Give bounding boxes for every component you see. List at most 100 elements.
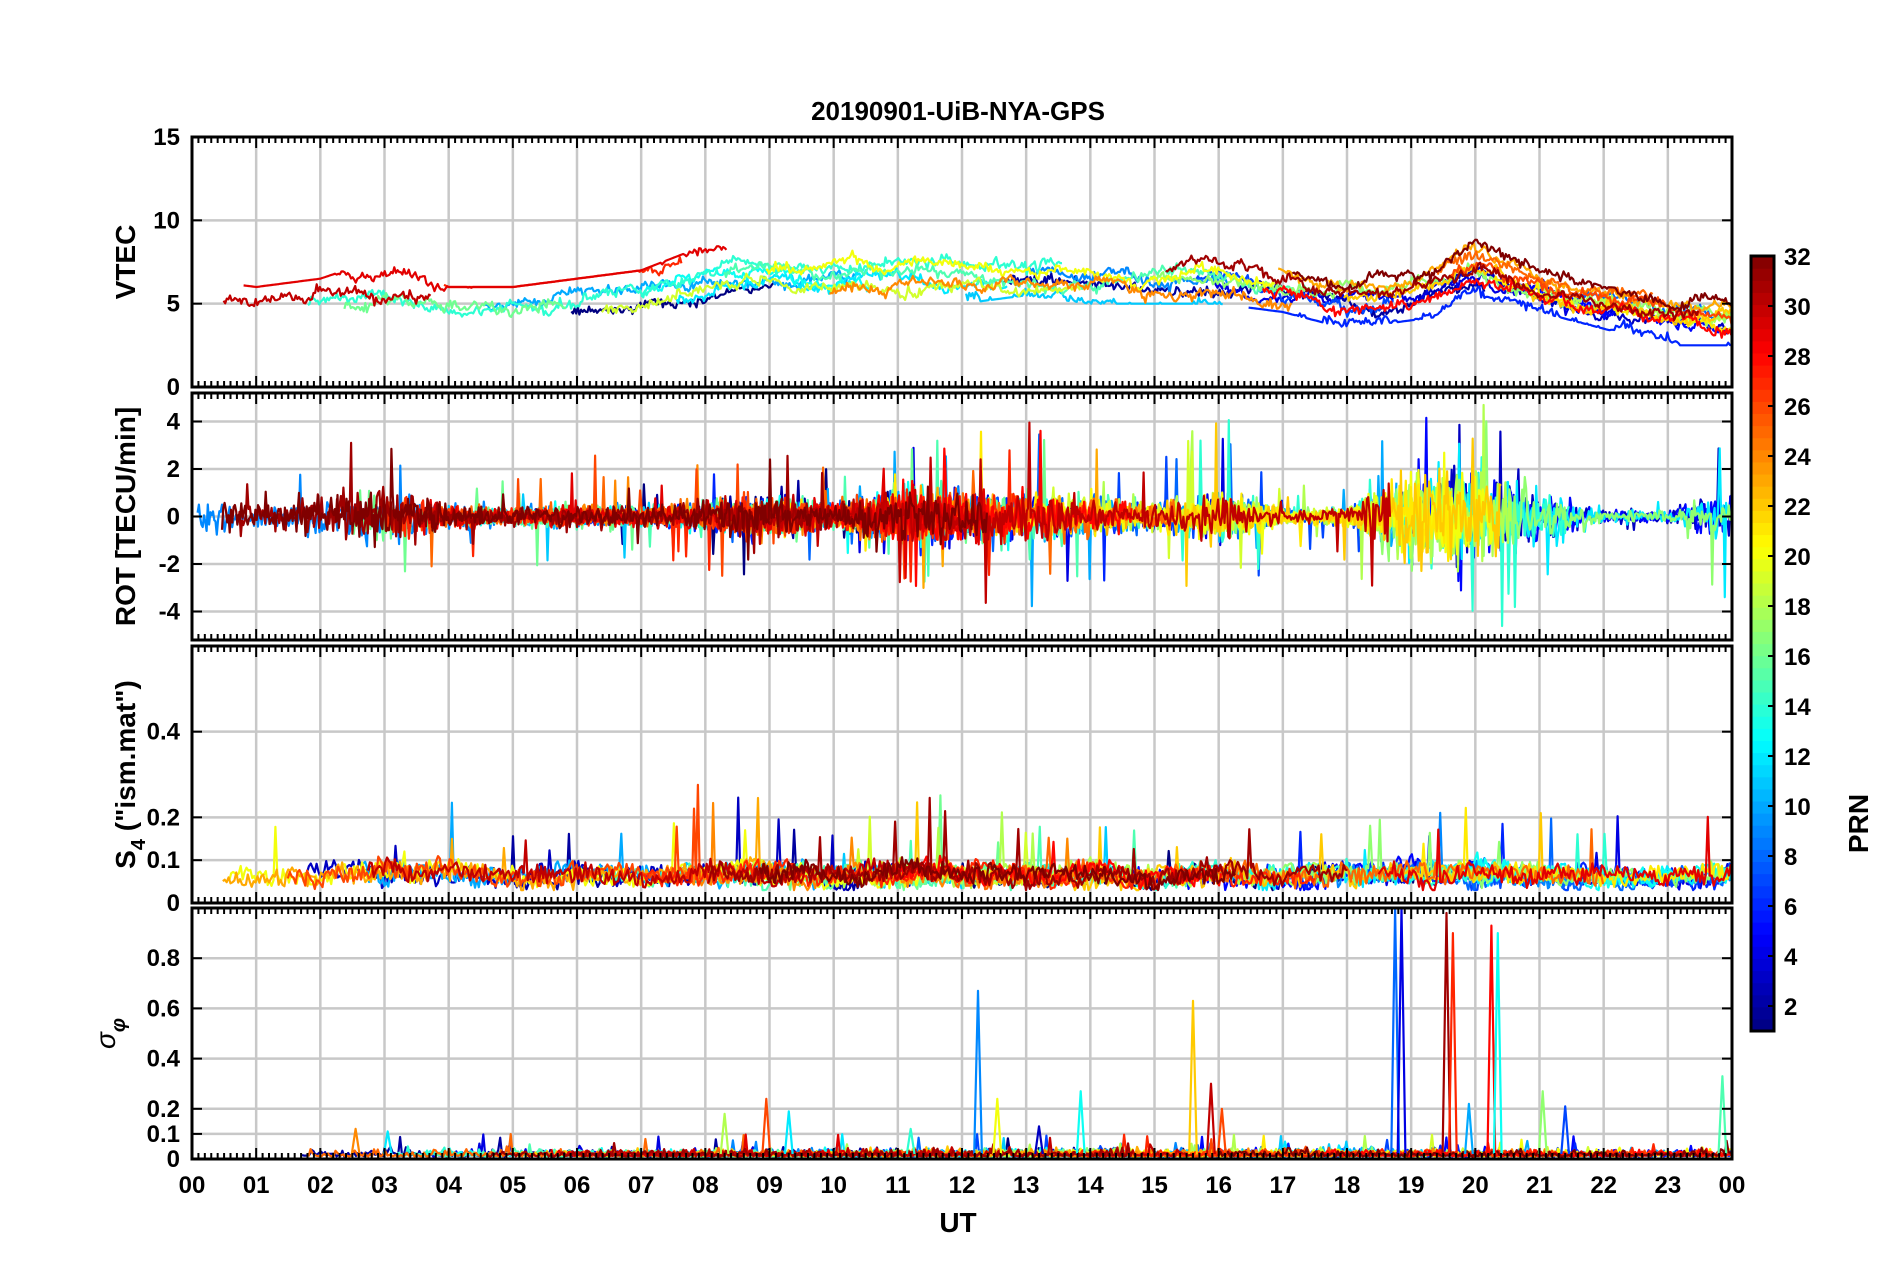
- series-prn-30: [222, 283, 432, 308]
- series-prn-32: [758, 856, 1237, 892]
- x-tick-label: 13: [1013, 1172, 1040, 1199]
- x-tick-label: 00: [179, 1172, 206, 1199]
- colorbar-segment: [1751, 958, 1774, 972]
- colorbar-segment: [1751, 546, 1774, 560]
- y-tick-label: 5: [167, 291, 180, 318]
- colorbar-segment: [1751, 389, 1774, 402]
- series-prn-29: [1377, 815, 1732, 892]
- colorbar-tick-label: 20: [1784, 544, 1811, 571]
- series-prn-9: [1028, 266, 1229, 294]
- series-prn-24: [828, 273, 1293, 312]
- x-tick-label: 05: [499, 1172, 526, 1199]
- x-axis-label: UT: [939, 1207, 976, 1238]
- colorbar-segment: [1751, 510, 1774, 524]
- colorbar-segment: [1751, 776, 1774, 790]
- x-tick-label: 12: [949, 1172, 976, 1199]
- colorbar-segment: [1751, 691, 1774, 705]
- colorbar-segment: [1751, 486, 1774, 499]
- colorbar-segment: [1751, 837, 1774, 850]
- spike-prn-8: [1390, 908, 1401, 1155]
- colorbar-tick-label: 16: [1784, 644, 1811, 671]
- colorbar-tick-label: 28: [1784, 344, 1811, 371]
- colorbar-segment: [1751, 861, 1774, 875]
- colorbar-tick-label: 32: [1784, 244, 1811, 271]
- colorbar-tick-label: 6: [1784, 894, 1797, 921]
- x-tick-label: 03: [371, 1172, 398, 1199]
- colorbar-segment: [1751, 994, 1774, 1008]
- y-tick-label: 0: [167, 374, 180, 401]
- y-axis-label: σφ: [90, 1018, 130, 1049]
- y-tick-label: 0.1: [147, 847, 180, 874]
- spike-prn-7: [1560, 1105, 1571, 1155]
- panel-sigma_phi: 00.10.2 0.4 0.6 0.8 σφ: [90, 906, 1734, 1173]
- colorbar-segment: [1751, 849, 1774, 863]
- x-tick-label: 11: [885, 1172, 910, 1199]
- series-prn-29: [243, 245, 728, 293]
- traces: [222, 783, 1732, 892]
- y-axis-label: ROT [TECU/min]: [110, 407, 141, 626]
- spike-prn-13: [1492, 932, 1503, 1155]
- x-tick-label: 17: [1269, 1172, 1296, 1199]
- colorbar-segment: [1751, 352, 1774, 366]
- colorbar-segment: [1751, 1006, 1774, 1020]
- x-tick-label: 15: [1141, 1172, 1168, 1199]
- colorbar-segment: [1751, 970, 1774, 984]
- spike-prn-15: [1717, 1075, 1728, 1155]
- colorbar-segment: [1751, 280, 1774, 293]
- colorbar-segment: [1751, 268, 1774, 281]
- x-tick-label: 20: [1462, 1172, 1489, 1199]
- colorbar-tick-label: 22: [1784, 494, 1811, 521]
- y-tick-label: 0: [167, 1146, 180, 1173]
- colorbar-segment: [1751, 716, 1774, 729]
- colorbar-segment: [1751, 449, 1774, 463]
- colorbar-segment: [1751, 558, 1774, 572]
- colorbar-segment: [1751, 752, 1774, 766]
- x-tick-label: 16: [1205, 1172, 1232, 1199]
- colorbar-tick-label: 18: [1784, 594, 1811, 621]
- y-tick-label: 0: [167, 890, 180, 917]
- traces: [222, 238, 1732, 347]
- spike-prn-20: [992, 1097, 1003, 1155]
- colorbar-segment: [1751, 946, 1774, 959]
- colorbar-tick-label: 8: [1784, 844, 1797, 871]
- x-tick-label: 21: [1526, 1172, 1553, 1199]
- x-tick-label: 10: [820, 1172, 847, 1199]
- colorbar-tick-label: 10: [1784, 794, 1811, 821]
- colorbar-segment: [1751, 788, 1774, 802]
- colorbar-frame: [1749, 254, 1776, 1033]
- colorbar-segment: [1751, 909, 1774, 923]
- y-label-main: σ: [90, 1031, 121, 1049]
- x-tick-label: 01: [243, 1172, 270, 1199]
- colorbar-tick-label: 12: [1784, 744, 1811, 771]
- spike-prn-24: [350, 1127, 361, 1155]
- colorbar-segment: [1751, 704, 1774, 717]
- x-tick-label: 06: [564, 1172, 591, 1199]
- colorbar-tick-label: 2: [1784, 994, 1797, 1021]
- colorbar-segment: [1751, 631, 1774, 645]
- spike-prn-22: [1188, 999, 1198, 1155]
- colorbar-tick-label: 14: [1784, 694, 1811, 721]
- spike-prn-4: [1396, 908, 1407, 1155]
- series-prn-6: [1248, 285, 1732, 347]
- colorbar-segment: [1751, 934, 1774, 947]
- colorbar-segment: [1751, 825, 1774, 838]
- x-tick-label: 23: [1654, 1172, 1681, 1199]
- y-label-sub: 4: [128, 838, 150, 850]
- colorbar-tick-label: 26: [1784, 394, 1811, 421]
- colorbar-label: PRN: [1843, 794, 1874, 853]
- colorbar-segment: [1751, 461, 1774, 475]
- colorbar-segment: [1751, 534, 1774, 548]
- x-tick-label: 18: [1334, 1172, 1361, 1199]
- y-label-main: S: [110, 850, 141, 869]
- y-tick-label: 4: [167, 409, 181, 436]
- spike-prn-28: [1486, 924, 1497, 1155]
- x-tick-label: 07: [628, 1172, 655, 1199]
- y-tick-label: 0.2: [147, 804, 180, 831]
- y-tick-label: 0.4: [147, 1046, 181, 1073]
- series-prn-31: [486, 1142, 1133, 1158]
- spike-prn-17: [1537, 1090, 1548, 1155]
- spike-prn-30: [1206, 1082, 1216, 1155]
- colorbar-segment: [1751, 292, 1774, 306]
- spike-prn-31: [1441, 911, 1452, 1155]
